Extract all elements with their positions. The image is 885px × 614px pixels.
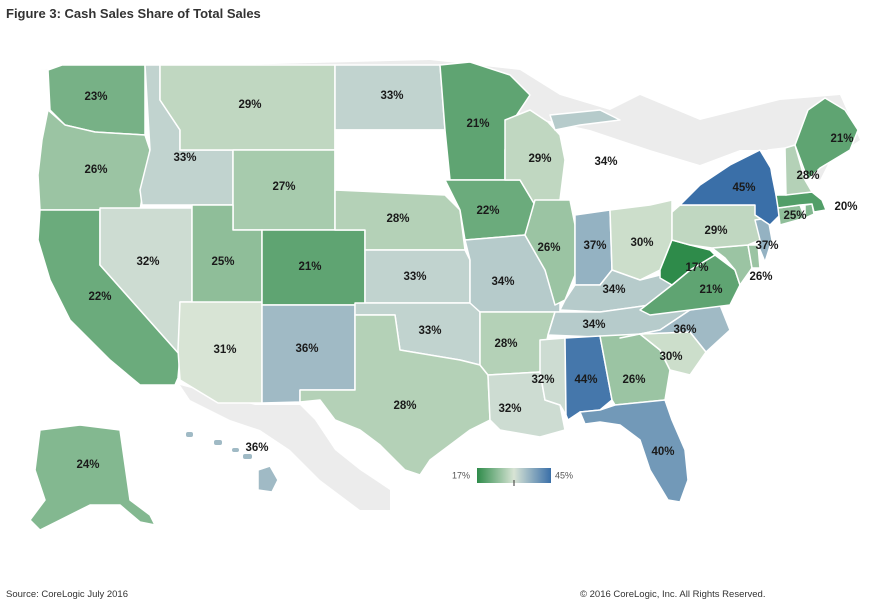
state-hi [257, 465, 279, 493]
state-label-ne: 28% [386, 213, 409, 225]
state-label-pa: 29% [704, 225, 727, 237]
state-label-nm: 36% [295, 343, 318, 355]
mexico-land [180, 385, 390, 510]
state-label-nv: 32% [136, 256, 159, 268]
state-label-co: 21% [298, 261, 321, 273]
state-label-va: 21% [699, 284, 722, 296]
state-label-sc: 30% [659, 351, 682, 363]
state-ak [29, 424, 156, 531]
state-label-il: 26% [537, 242, 560, 254]
state-label-la: 32% [498, 403, 521, 415]
state-label-al: 44% [574, 374, 597, 386]
state-label-tn: 34% [582, 319, 605, 331]
state-label-md: 26% [749, 271, 772, 283]
state-sd [334, 129, 446, 196]
state-label-ny: 45% [732, 182, 755, 194]
state-label-nh: 28% [796, 170, 819, 182]
state-label-ma: 20% [834, 201, 857, 213]
state-label-tx: 28% [393, 400, 416, 412]
state-label-wv: 17% [685, 262, 708, 274]
state-label-hi: 36% [245, 442, 268, 454]
legend-min-label: 17% [452, 470, 470, 480]
state-vt [767, 147, 787, 196]
state-label-ms: 32% [531, 374, 554, 386]
state-label-nj: 37% [755, 240, 778, 252]
state-label-ak: 24% [76, 459, 99, 471]
state-label-ct: 25% [783, 210, 806, 222]
state-label-ks: 33% [403, 271, 426, 283]
state-label-fl: 40% [651, 446, 674, 458]
state-labels: 23% 26% 22% 33% 32% 29% 27% 25% 31% 21% 36% 33% 28% 3… [76, 90, 857, 471]
state-ma [775, 191, 827, 213]
state-label-mt: 29% [238, 99, 261, 111]
state-label-ca: 22% [88, 291, 111, 303]
figure-title: Figure 3: Cash Sales Share of Total Sale… [6, 6, 261, 21]
state-label-ky: 34% [602, 284, 625, 296]
state-me [794, 97, 859, 181]
canada-land [40, 60, 860, 180]
state-label-wi: 29% [528, 153, 551, 165]
state-shapes [29, 61, 859, 531]
state-label-ia: 22% [476, 205, 499, 217]
state-de [747, 244, 761, 269]
legend-max-label: 45% [555, 470, 573, 480]
state-label-or: 26% [84, 164, 107, 176]
state-label-mi: 34% [594, 156, 617, 168]
state-label-oh: 30% [630, 237, 653, 249]
state-fl [579, 399, 689, 503]
state-label-az: 31% [213, 344, 236, 356]
state-nh [784, 144, 813, 196]
state-label-me: 21% [830, 133, 853, 145]
source-note: Source: CoreLogic July 2016 [6, 589, 128, 600]
color-legend: 17% 45% [452, 468, 573, 486]
state-label-in: 37% [583, 240, 606, 252]
state-mi [549, 109, 621, 131]
state-label-mo: 34% [491, 276, 514, 288]
state-label-wa: 23% [84, 91, 107, 103]
state-label-mn: 21% [466, 118, 489, 130]
state-label-ok: 33% [418, 325, 441, 337]
hawaii-minor-islands [186, 432, 252, 459]
state-label-nd: 33% [380, 90, 403, 102]
state-nc [619, 304, 731, 353]
state-label-id: 33% [173, 152, 196, 164]
state-label-ar: 28% [494, 338, 517, 350]
state-label-wy: 27% [272, 181, 295, 193]
copyright-note: © 2016 CoreLogic, Inc. All Rights Reserv… [580, 589, 766, 600]
state-label-nc: 36% [673, 324, 696, 336]
state-tx [299, 314, 491, 476]
state-label-ga: 26% [622, 374, 645, 386]
legend-gradient-bar [477, 468, 551, 483]
state-label-ut: 25% [211, 256, 234, 268]
